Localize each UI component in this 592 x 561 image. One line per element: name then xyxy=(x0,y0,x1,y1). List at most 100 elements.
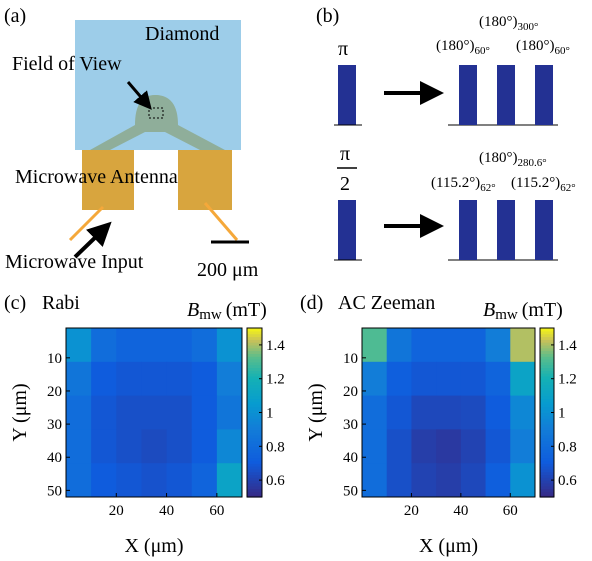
heat-cell xyxy=(362,463,388,498)
colorbar-strip xyxy=(540,491,554,495)
pulse-label: π xyxy=(338,38,348,60)
panel-label: (a) xyxy=(4,5,26,27)
colorbar-strip xyxy=(247,358,262,363)
colorbar-strip xyxy=(540,364,554,369)
colorbar-tick-label: 0.6 xyxy=(558,473,577,489)
colorbar-strip xyxy=(247,381,262,385)
colorbar-strip xyxy=(247,384,262,388)
heat-cell xyxy=(362,395,388,430)
colorbar-strip xyxy=(247,460,262,464)
heat-cell xyxy=(485,463,511,498)
panel-b: (b) π (180°)60° (180°)300° (180°)60° π 2… xyxy=(316,5,576,261)
heat-cell xyxy=(91,395,117,430)
colorbar-strip xyxy=(247,328,262,332)
arrow xyxy=(73,221,112,259)
colorbar-strip xyxy=(540,381,554,385)
pulse xyxy=(535,200,553,260)
heat-cell xyxy=(386,429,412,464)
colorbar-strip xyxy=(540,457,554,461)
colorbar-strip xyxy=(247,412,262,416)
colorbar-strip xyxy=(247,367,262,371)
plot-frame xyxy=(361,327,536,498)
heat-cell xyxy=(411,328,437,363)
colorbar-strip xyxy=(247,426,262,430)
x-tick-label: 20 xyxy=(109,503,124,519)
colorbar-strip xyxy=(540,440,554,445)
heat-cell xyxy=(166,361,193,397)
colorbar-strip xyxy=(247,468,262,473)
colorbar-strip xyxy=(540,353,554,357)
y-tick-label: 20 xyxy=(47,384,62,400)
fov-label: Field of View xyxy=(12,53,122,75)
colorbar-strip xyxy=(540,460,554,464)
panel-label: (b) xyxy=(316,5,339,27)
heat-cell xyxy=(386,463,412,498)
colorbar-strip xyxy=(247,401,262,405)
antenna xyxy=(178,150,232,210)
colorbar-strip xyxy=(540,358,554,363)
colorbar-strip xyxy=(540,435,554,439)
y-tick-label: 50 xyxy=(47,483,62,499)
colorbar-symbol: B xyxy=(483,299,495,321)
colorbar-strip xyxy=(540,466,554,470)
colorbar-strip xyxy=(247,474,262,478)
scale-label: 200 μm xyxy=(197,259,259,281)
colorbar-strip xyxy=(540,418,554,422)
colorbar-tick-label: 1.4 xyxy=(266,338,285,354)
pulse-label: (180°)60° xyxy=(436,38,490,57)
colorbar-strip xyxy=(540,333,554,338)
chart-title: AC Zeeman xyxy=(338,292,435,314)
y-axis-label: Y (μm) xyxy=(305,383,327,441)
heat-cell xyxy=(485,361,511,397)
heat-cell xyxy=(116,429,142,464)
colorbar-strip xyxy=(540,471,554,476)
heat-cell xyxy=(460,429,487,464)
colorbar-strip xyxy=(247,477,262,481)
y-tick-label: 10 xyxy=(47,351,62,367)
heat-cell xyxy=(66,328,92,363)
antenna xyxy=(82,150,134,210)
heat-cell xyxy=(436,361,462,397)
pulse-label: 2 xyxy=(340,173,350,195)
colorbar-strip xyxy=(247,457,262,461)
colorbar-strip xyxy=(540,330,554,335)
heat-cell xyxy=(411,361,437,397)
pulse-label: (180°)280.6° xyxy=(479,150,547,169)
pulse xyxy=(459,65,477,125)
y-tick-label: 30 xyxy=(47,417,62,433)
colorbar-strip xyxy=(247,494,262,498)
heat-cell xyxy=(216,361,243,397)
colorbar-strip xyxy=(540,367,554,371)
colorbar-strip xyxy=(540,389,554,394)
heat-cell xyxy=(166,463,193,498)
colorbar-strip xyxy=(247,437,262,442)
colorbar-strip xyxy=(540,485,554,490)
heat-cell xyxy=(436,395,462,430)
colorbar-label: Bmw (mT) xyxy=(483,299,563,323)
colorbar-strip xyxy=(247,466,262,470)
heat-cell xyxy=(460,395,487,430)
colorbar-strip xyxy=(247,389,262,394)
pulse xyxy=(338,65,356,125)
heat-cell xyxy=(510,463,536,498)
heat-cell xyxy=(116,328,142,363)
colorbar-strip xyxy=(540,387,554,391)
colorbar-strip xyxy=(247,361,262,366)
heat-cell xyxy=(166,328,193,363)
heat-cell xyxy=(362,361,388,397)
colorbar-strip xyxy=(247,342,262,346)
colorbar-strip xyxy=(247,370,262,374)
colorbar-tick-label: 1 xyxy=(558,406,566,422)
x-axis-label: X (μm) xyxy=(419,535,478,557)
colorbar-strip xyxy=(247,485,262,490)
colorbar-strip xyxy=(540,477,554,481)
colorbar-strip xyxy=(540,474,554,478)
colorbar-strip xyxy=(247,415,262,419)
heat-cell xyxy=(66,395,92,430)
colorbar-strip xyxy=(247,395,262,400)
colorbar-strip xyxy=(540,375,554,380)
colorbar-strip xyxy=(540,463,554,467)
colorbar-strip xyxy=(540,449,554,453)
colorbar-tick-label: 1.2 xyxy=(558,372,577,388)
